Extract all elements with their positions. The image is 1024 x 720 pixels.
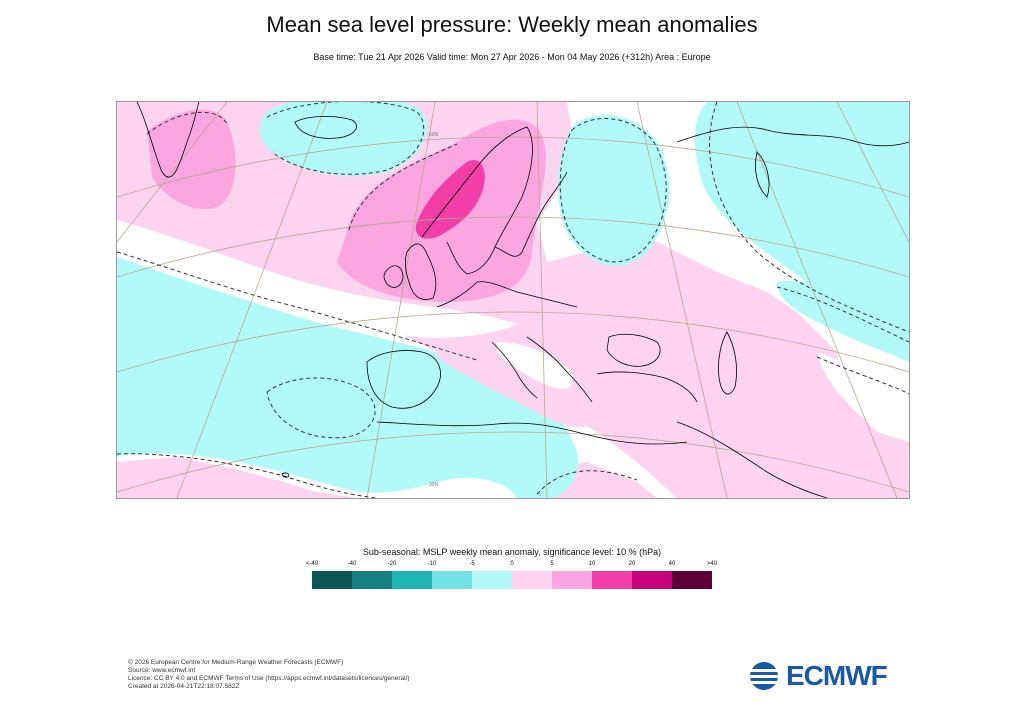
ecmwf-logo-text: ECMWF <box>786 660 888 691</box>
legend-tick: 0 <box>510 561 514 567</box>
anomaly-region-cyan-atlantic <box>117 252 578 498</box>
legend-tick: -10 <box>427 561 437 567</box>
ecmwf-logo: ECMWF <box>748 660 898 692</box>
legend-swatch <box>672 571 712 589</box>
legend-tick: 20 <box>628 561 636 567</box>
coast-canary <box>281 472 290 478</box>
coast-turkey <box>596 371 698 403</box>
ecmwf-logo-icon <box>748 662 782 690</box>
anomaly-map: 60N 30N <box>116 101 910 499</box>
footer-credits: © 2026 European Centre for Medium-Range … <box>128 659 410 691</box>
coast-caspian <box>718 331 737 395</box>
anomaly-region-neutral-atlantic <box>117 220 517 338</box>
coast-novaya-zemlya <box>755 151 770 198</box>
footer-created: Created at 2026-04-21T22:18:07.582Z <box>128 683 240 690</box>
anomaly-region-light-pink-mediterranean <box>437 339 597 427</box>
coast-black-sea <box>606 333 661 367</box>
chart-subtitle: Base time: Tue 21 Apr 2026 Valid time: M… <box>313 52 711 62</box>
legend-tick: <-40 <box>305 561 319 567</box>
legend-swatch <box>432 571 472 589</box>
significance-contours <box>117 102 909 498</box>
anomaly-region-neutral-central <box>497 342 574 389</box>
legend-swatch <box>352 571 392 589</box>
anomaly-region-deep-pink-norway <box>415 160 485 239</box>
legend-tick: >40 <box>706 561 718 567</box>
lat-label-60n: 60N <box>429 132 439 138</box>
legend-swatch <box>592 571 632 589</box>
legend-tick: -5 <box>469 561 475 567</box>
footer-licence: Licence: CC BY 4.0 and ECMWF Terms of Us… <box>128 675 410 682</box>
legend-swatch <box>392 571 432 589</box>
coast-north-africa <box>376 421 688 445</box>
legend-tick: -20 <box>387 561 397 567</box>
anomaly-region-light-pink-south <box>117 457 357 498</box>
legend-tick: 40 <box>668 561 676 567</box>
coast-arctic-russia <box>676 126 909 147</box>
anomaly-region-cyan-iceland <box>260 102 427 176</box>
anomaly-region-neutral-east <box>817 352 909 442</box>
coast-iceland <box>294 116 357 139</box>
anomaly-region-cyan-east <box>777 280 909 362</box>
anomaly-region-pink-greenland <box>147 109 236 209</box>
legend-swatch <box>512 571 552 589</box>
coast-iberia <box>366 350 441 409</box>
legend-swatch <box>472 571 512 589</box>
coast-italy <box>491 341 538 399</box>
legend-swatch <box>312 571 352 589</box>
footer-source: Source: www.ecmwf.int <box>128 667 196 674</box>
legend-tick: 5 <box>550 561 554 567</box>
coast-scandinavia <box>421 126 533 275</box>
legend-swatch <box>552 571 592 589</box>
anomaly-region-cyan-siberia <box>695 102 909 332</box>
footer-copyright: © 2026 European Centre for Medium-Range … <box>128 659 344 666</box>
coast-balkans <box>526 336 593 403</box>
anomaly-region-light-pink-north <box>117 102 909 498</box>
coast-middle-east <box>676 421 828 498</box>
anomaly-region-cyan-baltic <box>557 115 670 266</box>
chart-title: Mean sea level pressure: Weekly mean ano… <box>266 12 758 37</box>
coast-baltic <box>494 171 568 257</box>
legend-title: Sub-seasonal: MSLP weekly mean anomaly, … <box>362 547 662 557</box>
color-legend: <-40 -40 -20 -10 -5 0 5 10 20 40 >40 <box>306 561 717 589</box>
map-canvas: 60N 30N <box>117 102 909 498</box>
legend-swatch <box>632 571 672 589</box>
lat-label-30n: 30N <box>429 482 439 488</box>
coast-britain <box>404 243 437 300</box>
coastlines <box>136 102 909 498</box>
coast-ireland <box>383 265 404 288</box>
coast-greenland <box>136 102 200 178</box>
legend-tick: 10 <box>588 561 596 567</box>
coast-continent-north <box>436 281 578 308</box>
legend-tick: -40 <box>347 561 357 567</box>
